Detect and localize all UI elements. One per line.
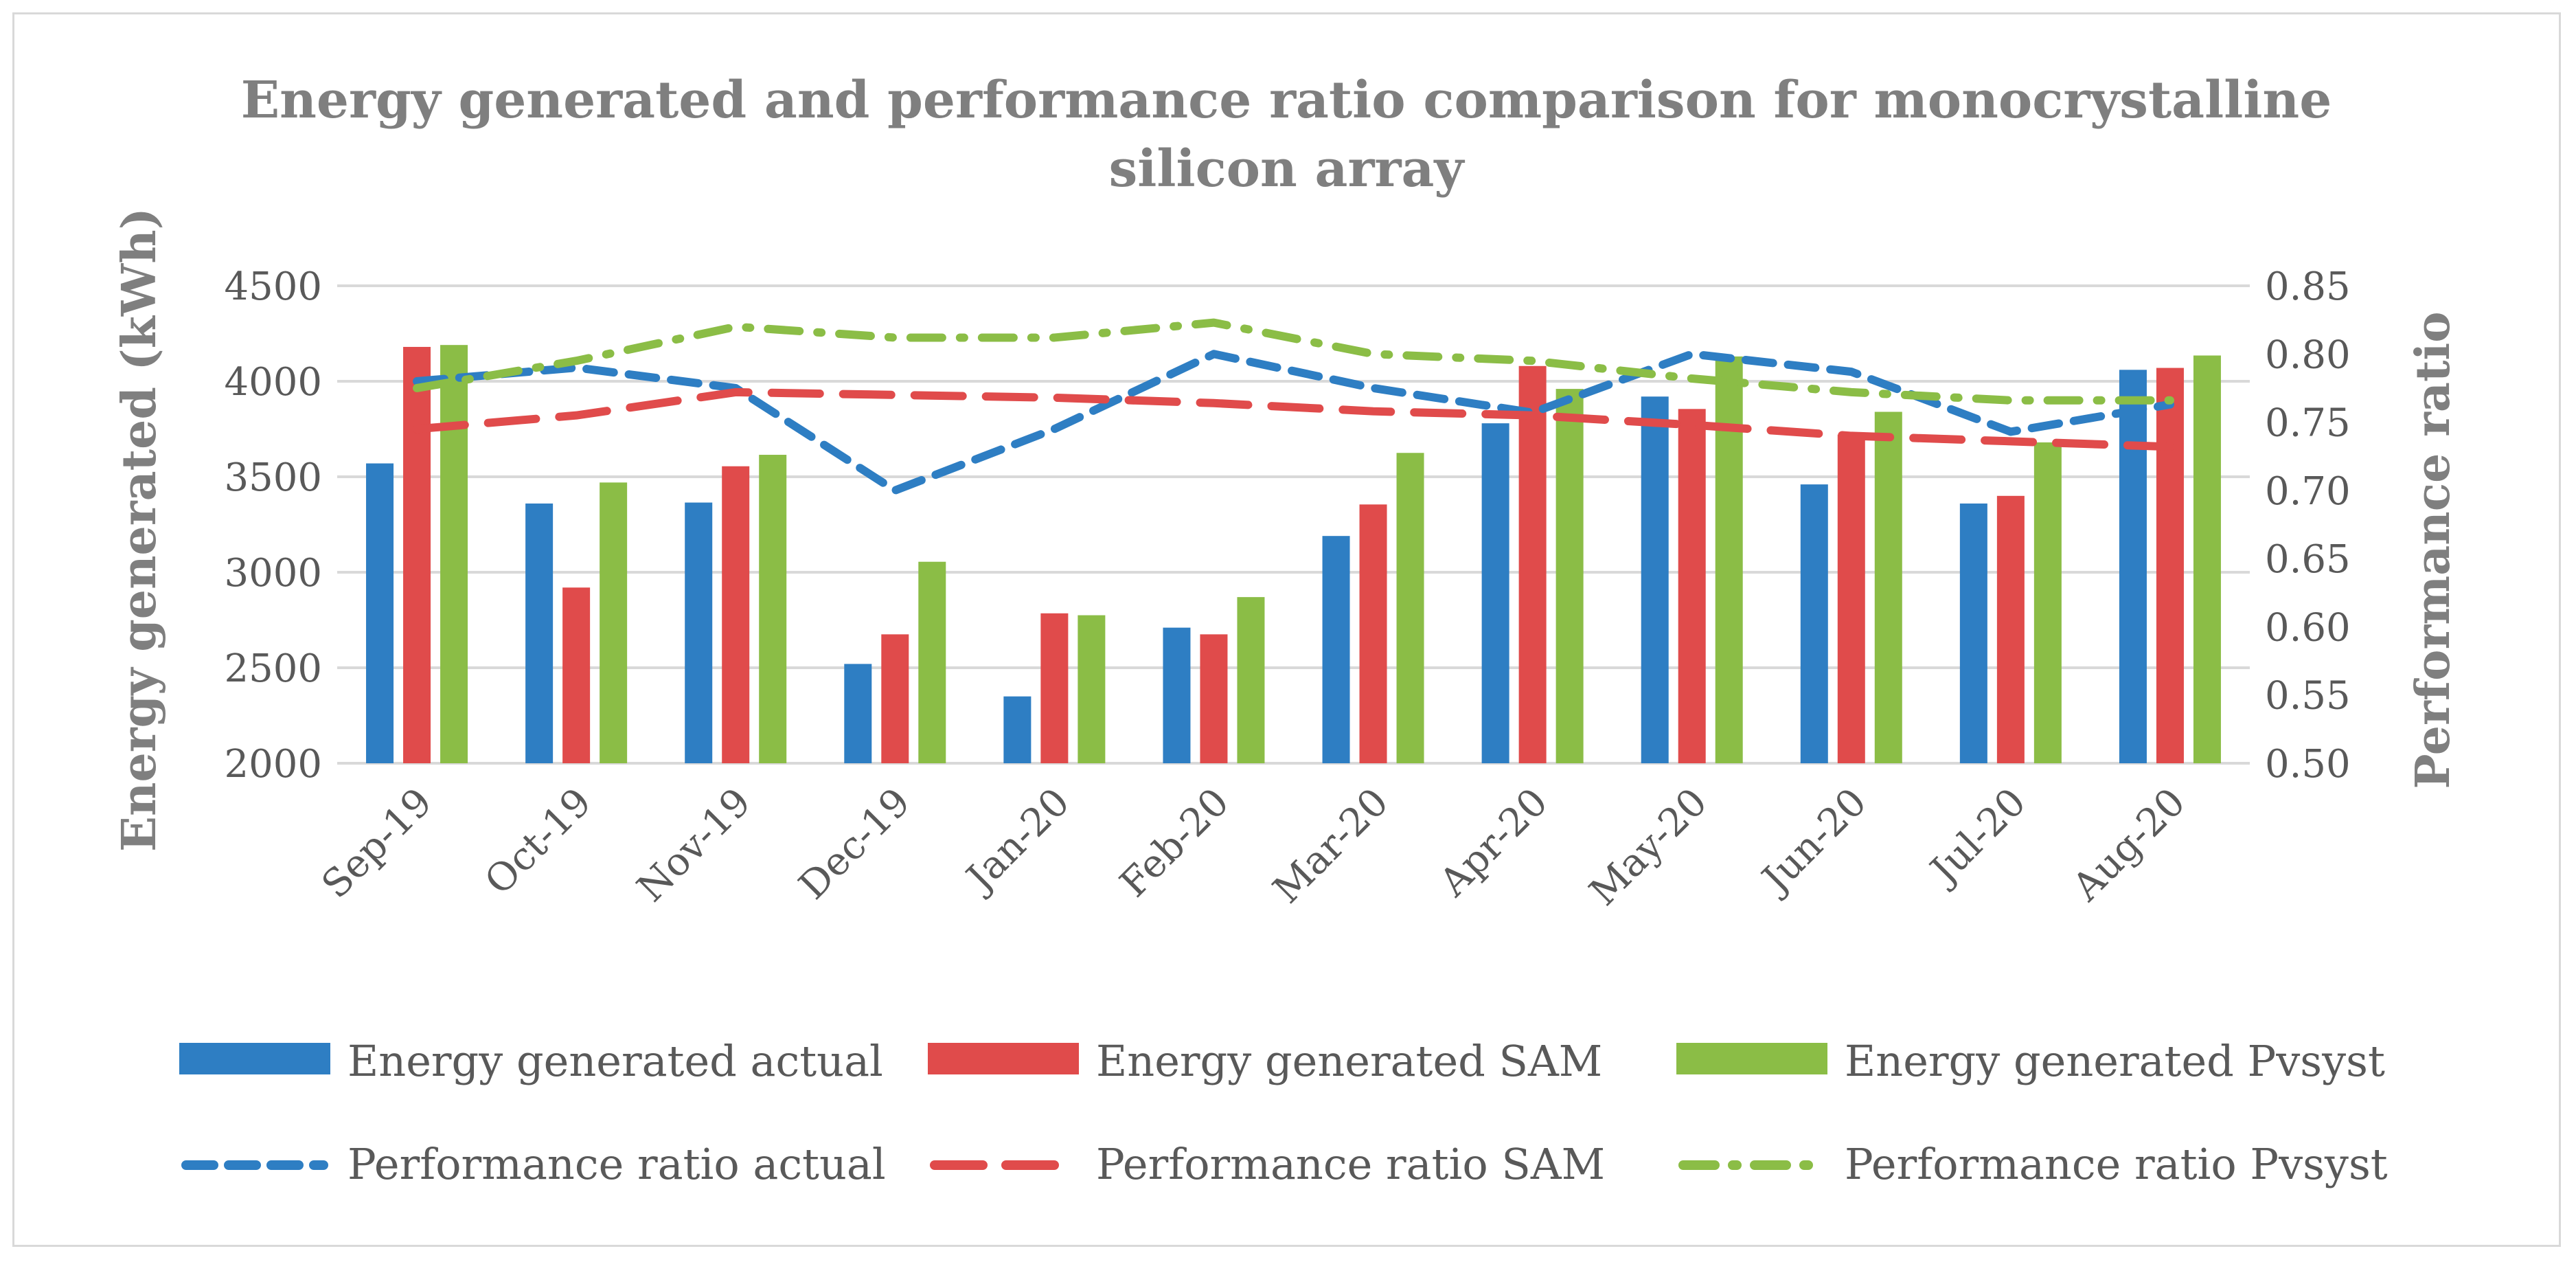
legend-label: Energy generated actual (347, 1036, 883, 1086)
x-tick-label: Jul-20 (1919, 780, 2034, 894)
y2-tick-label: 0.60 (2265, 605, 2351, 650)
x-tick-label: Nov-19 (629, 780, 760, 911)
bar-energy-generated-sam (1837, 434, 1865, 763)
chart: Energy generated and performance ratio c… (112, 71, 2461, 1189)
x-tick-label: Apr-20 (1431, 780, 1556, 905)
x-tick-label: Jan-20 (956, 780, 1078, 902)
y-axis-title: Energy generated (kWh) (112, 207, 167, 852)
y-tick-label: 3500 (224, 455, 322, 500)
x-tick-label: Jun-20 (1752, 780, 1876, 903)
bar-energy-generated-pvsyst (1078, 615, 1106, 763)
y2-axis-title: Performance ratio (2406, 311, 2461, 789)
bar-energy-generated-sam (2156, 368, 2184, 763)
bar-energy-generated-sam (1678, 409, 1706, 763)
chart-title-line-1: Energy generated and performance ratio c… (241, 71, 2332, 130)
y2-tick-label: 0.75 (2265, 401, 2351, 446)
bar-energy-generated-actual (1959, 503, 1987, 763)
y-tick-label: 2500 (224, 646, 322, 691)
bar-energy-generated-actual (844, 664, 872, 763)
x-tick-label: Sep-19 (313, 780, 441, 908)
x-tick-label: Oct-19 (477, 780, 600, 903)
bar-energy-generated-sam (881, 634, 909, 763)
legend-label: Energy generated Pvsyst (1845, 1036, 2385, 1086)
legend-swatch (179, 1043, 330, 1074)
line-performance-ratio-pvsyst (413, 318, 2174, 405)
bar-energy-generated-sam (1040, 613, 1069, 763)
bar-energy-generated-actual (366, 463, 394, 763)
x-tick-label: Aug-20 (2064, 780, 2194, 910)
bar-energy-generated-sam (722, 466, 750, 763)
y-axis-ticks: 2000 2500 3000 3500 4000 4500 (224, 264, 322, 787)
legend-swatch (1676, 1043, 1827, 1074)
bar-energy-generated-actual (1641, 396, 1669, 763)
bar-energy-generated-actual (2119, 370, 2147, 763)
y-tick-label: 3000 (224, 551, 322, 596)
chart-frame: Energy generated and performance ratio c… (12, 12, 2561, 1247)
bar-energy-generated-pvsyst (1715, 356, 1743, 763)
bar-energy-generated-actual (1003, 696, 1031, 763)
bar-energy-generated-pvsyst (1396, 453, 1424, 763)
y2-tick-label: 0.80 (2265, 333, 2351, 377)
legend: Energy generated actual Energy generated … (179, 1036, 2388, 1189)
legend-label: Performance ratio actual (347, 1139, 886, 1189)
bar-energy-generated-sam (1996, 495, 2025, 763)
y2-tick-label: 0.70 (2265, 469, 2351, 514)
bar-energy-generated-sam (1518, 365, 1547, 763)
y-tick-label: 2000 (224, 742, 322, 787)
bar-energy-generated-actual (1481, 423, 1509, 763)
legend-label: Energy generated SAM (1096, 1036, 1602, 1086)
legend-label: Performance ratio SAM (1096, 1139, 1605, 1189)
bar-energy-generated-actual (1163, 627, 1191, 763)
bar-energy-generated-actual (685, 502, 713, 763)
bar-energy-generated-actual (1800, 484, 1828, 763)
y2-axis-ticks: 0.50 0.55 0.60 0.65 0.70 0.75 0.80 0.85 (2265, 264, 2351, 787)
line-performance-ratio-sam (413, 387, 2174, 451)
chart-title-line-2: silicon array (1109, 139, 1466, 199)
bar-energy-generated-pvsyst (759, 455, 787, 763)
bar-energy-generated-pvsyst (2033, 442, 2062, 763)
y2-tick-label: 0.65 (2265, 537, 2351, 582)
line-performance-ratio-actual (413, 350, 2174, 495)
bar-energy-generated-sam (403, 346, 431, 764)
y2-tick-label: 0.55 (2265, 674, 2351, 719)
bar-energy-generated-pvsyst (918, 561, 946, 763)
y-tick-label: 4000 (224, 360, 322, 405)
bar-energy-generated-pvsyst (600, 482, 628, 763)
bar-energy-generated-actual (1322, 536, 1350, 763)
x-tick-label: Feb-20 (1112, 780, 1238, 906)
legend-swatch (928, 1043, 1079, 1074)
bar-energy-generated-pvsyst (440, 345, 468, 763)
bar-energy-generated-sam (562, 587, 591, 763)
y-tick-label: 4500 (224, 264, 322, 309)
x-axis-ticks: Sep-19 Oct-19 Nov-19 Dec-19 Jan-20 Feb-20 Mar-… (313, 780, 2194, 914)
x-tick-label: Mar-20 (1265, 780, 1398, 912)
bar-energy-generated-sam (1200, 634, 1228, 763)
x-tick-label: Dec-19 (790, 780, 919, 908)
bar-energy-generated-pvsyst (1555, 389, 1584, 763)
bar-energy-generated-actual (525, 503, 554, 763)
performance-lines (413, 318, 2174, 495)
y2-tick-label: 0.50 (2265, 742, 2351, 787)
bar-energy-generated-sam (1359, 504, 1387, 763)
legend-label: Performance ratio Pvsyst (1845, 1139, 2388, 1189)
bar-energy-generated-pvsyst (2193, 355, 2221, 763)
x-tick-label: May-20 (1581, 780, 1716, 914)
bar-energy-generated-pvsyst (1874, 412, 1902, 763)
y2-tick-label: 0.85 (2265, 264, 2351, 309)
bar-energy-generated-pvsyst (1237, 597, 1265, 763)
